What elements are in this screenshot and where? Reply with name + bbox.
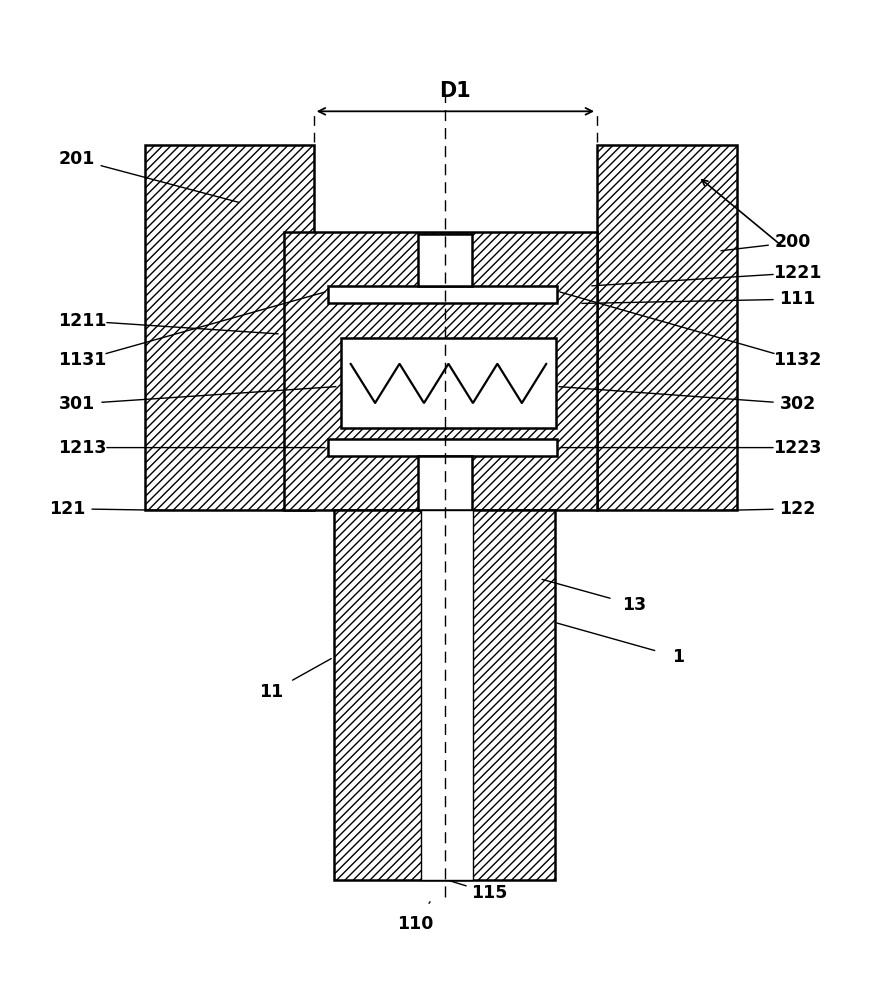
Text: 122: 122 bbox=[779, 500, 815, 518]
Polygon shape bbox=[327, 439, 557, 456]
Text: 201: 201 bbox=[59, 150, 96, 168]
Polygon shape bbox=[327, 286, 557, 303]
Text: 200: 200 bbox=[774, 233, 810, 251]
Text: 1223: 1223 bbox=[773, 439, 821, 457]
Text: 115: 115 bbox=[471, 884, 507, 902]
Polygon shape bbox=[418, 456, 471, 510]
Text: 1132: 1132 bbox=[773, 351, 821, 369]
Text: 13: 13 bbox=[621, 596, 645, 614]
Text: 1: 1 bbox=[672, 648, 684, 666]
Polygon shape bbox=[421, 510, 472, 880]
Polygon shape bbox=[145, 145, 313, 510]
Text: 1213: 1213 bbox=[58, 439, 106, 457]
Polygon shape bbox=[341, 338, 556, 428]
Text: 302: 302 bbox=[779, 395, 815, 413]
Text: 1131: 1131 bbox=[58, 351, 106, 369]
Text: 111: 111 bbox=[779, 290, 815, 308]
Text: 121: 121 bbox=[49, 500, 85, 518]
Text: D1: D1 bbox=[439, 81, 471, 101]
Text: 301: 301 bbox=[59, 395, 96, 413]
Polygon shape bbox=[334, 510, 555, 880]
Text: 11: 11 bbox=[259, 683, 283, 701]
Text: 110: 110 bbox=[397, 915, 433, 933]
Polygon shape bbox=[284, 232, 596, 510]
Polygon shape bbox=[418, 234, 471, 286]
Text: 1221: 1221 bbox=[773, 264, 821, 282]
Text: 1211: 1211 bbox=[58, 312, 106, 330]
Polygon shape bbox=[596, 145, 737, 510]
